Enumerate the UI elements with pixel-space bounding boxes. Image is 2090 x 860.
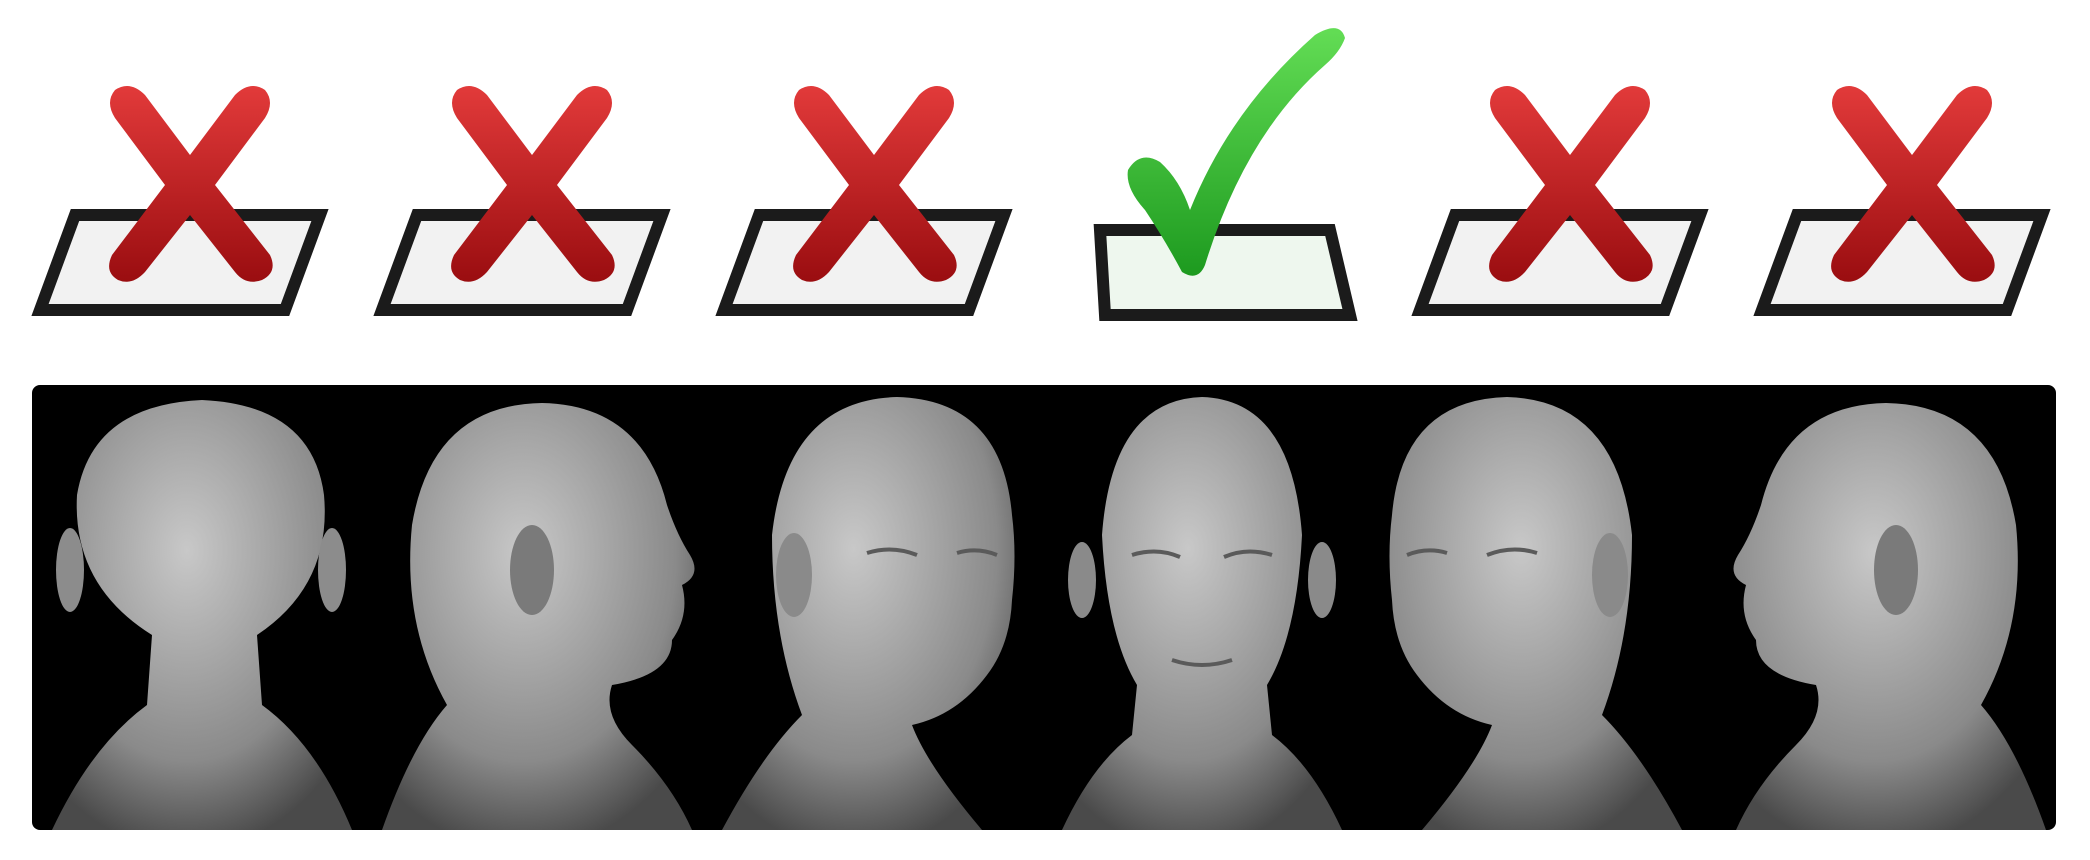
checkbox-icon <box>1753 209 2051 316</box>
head-three-quarter-right-icon <box>722 397 1015 830</box>
head-view-three-quarter-right <box>712 385 1052 830</box>
checkbox-icon <box>715 209 1013 316</box>
head-view-right-profile <box>372 385 712 830</box>
red-x-icon <box>1753 86 2051 316</box>
head-view-three-quarter-left <box>1352 385 1692 830</box>
checkbox-icon <box>373 209 671 316</box>
mark-5 <box>1400 10 1730 340</box>
head-three-quarter-left-icon <box>1389 397 1682 830</box>
head-view-left-profile <box>1692 385 2056 830</box>
green-check-icon <box>1093 28 1358 321</box>
head-profile-left-icon <box>1733 403 2046 830</box>
red-x-icon <box>715 86 1013 316</box>
mark-2 <box>362 10 692 340</box>
selection-marks-row <box>0 0 2090 340</box>
head-front-view-icon <box>1062 397 1342 830</box>
head-profile-right-icon <box>382 403 695 830</box>
head-back-view-icon <box>52 400 352 830</box>
red-x-icon <box>373 86 671 316</box>
mark-4 <box>1040 10 1370 340</box>
head-views-panel <box>32 385 2056 830</box>
checkbox-icon <box>1411 209 1709 316</box>
mark-1 <box>20 10 350 340</box>
head-view-back <box>32 385 372 830</box>
head-view-front <box>1052 385 1352 830</box>
checkbox-icon <box>1093 224 1358 321</box>
mark-6 <box>1742 10 2072 340</box>
red-x-icon <box>31 86 329 316</box>
checkbox-icon <box>31 209 329 316</box>
red-x-icon <box>1411 86 1709 316</box>
mark-3 <box>704 10 1034 340</box>
